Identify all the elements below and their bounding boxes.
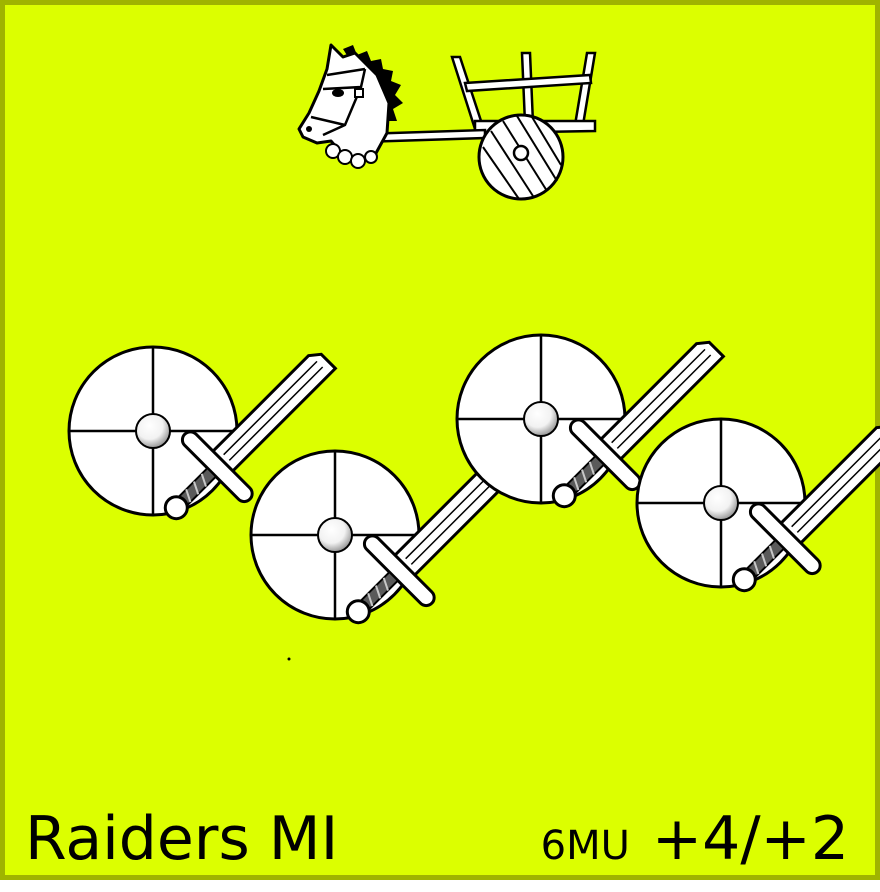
- movement-value: 6MU: [540, 823, 630, 869]
- speck: [287, 657, 291, 661]
- unit-artwork: [67, 43, 880, 661]
- unit-name: Raiders MI: [25, 804, 339, 874]
- horse-cart-icon: [297, 43, 597, 201]
- troop-shield-sword-icon: [635, 396, 880, 622]
- combat-value: +4/+2: [651, 804, 849, 874]
- unit-stats: 6MU +4/+2: [541, 801, 849, 892]
